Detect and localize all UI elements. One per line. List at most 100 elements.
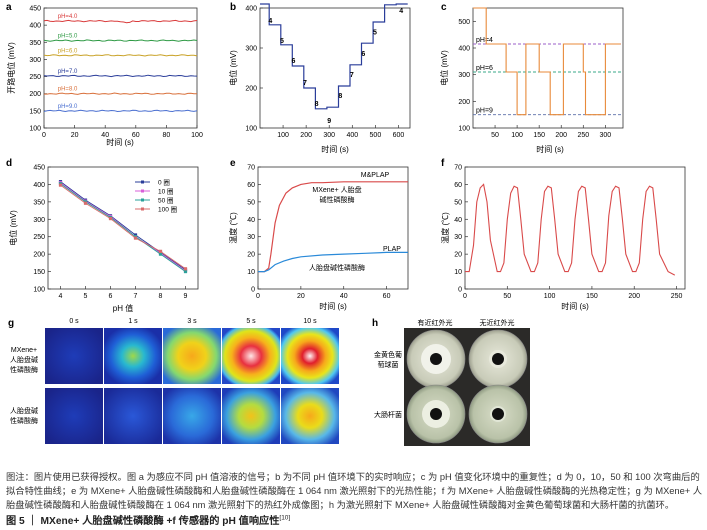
- panel-h-row1-label-1: 金黄色葡: [374, 350, 402, 359]
- legend-marker: [141, 189, 144, 193]
- panel-g-letter: g: [8, 318, 14, 329]
- panel-e-series: [258, 181, 408, 273]
- y-tick-label: 60: [454, 182, 462, 189]
- x-tick-label: 20: [71, 132, 79, 139]
- sample-disk-ec-dark: [492, 408, 504, 420]
- x-tick-label: 50: [503, 293, 511, 300]
- x-tick-label: 0: [42, 132, 46, 139]
- panel-a-ticks: 0 20 40 60 80 100 100 150 200 250 300 350 400 450: [29, 6, 203, 140]
- thermal-image-mx-1s: [104, 328, 162, 384]
- figure-title: 图 5 ｜ MXene+ 人胎盘碱性磷酸酶 +f 传感器的 pH 值响应性[10…: [6, 512, 704, 527]
- panel-e-mplap-label: M&PLAP: [361, 172, 390, 179]
- y-tick-label: 150: [29, 108, 41, 115]
- step-ph-label: 7: [303, 80, 307, 87]
- panel-e-frame: [257, 166, 409, 290]
- panel-b-ylabel: 电位 (mV): [228, 50, 238, 86]
- panel-e-mplap-cn1: MXene+ 人胎盘: [312, 185, 361, 194]
- series-label: pH=8.0: [58, 87, 78, 93]
- panel-h: h 有近红外光 无近红外光 金黄色葡 萄球菌 大肠杆菌: [372, 318, 530, 446]
- fit-line: [60, 181, 186, 271]
- stability-line: [465, 183, 676, 276]
- panel-b-letter: b: [230, 2, 236, 13]
- y-tick-label: 100: [29, 126, 41, 133]
- y-tick-label: 350: [29, 40, 41, 47]
- series-line-pH=6.0: [43, 54, 198, 57]
- temperature-line: [258, 181, 408, 273]
- y-tick-label: 40: [247, 217, 255, 224]
- panel-a-frame: [43, 7, 198, 129]
- data-point: [58, 183, 63, 187]
- x-tick-label: 40: [101, 132, 109, 139]
- x-tick-label: 80: [163, 132, 171, 139]
- x-tick-label: 20: [297, 293, 305, 300]
- reference-label: pH=9: [476, 108, 493, 115]
- panel-b-series: 4 5 6 7 8 9 8 7 6 5 4: [260, 3, 408, 125]
- panel-e-xlabel: 时间 (s): [319, 301, 347, 311]
- panel-a-letter: a: [6, 2, 12, 13]
- y-tick-label: 250: [29, 74, 41, 81]
- panel-h-row2-label: 大肠杆菌: [374, 410, 402, 419]
- panel-g-row2-label-1: 人胎盘碱: [10, 406, 38, 415]
- y-tick-label: 150: [33, 269, 45, 276]
- series-line-pH=9.0: [43, 109, 198, 113]
- x-tick-label: 100: [544, 293, 556, 300]
- y-tick-label: 20: [454, 252, 462, 259]
- y-tick-label: 300: [458, 72, 470, 79]
- legend-marker: [141, 180, 144, 184]
- legend-marker: [141, 207, 144, 211]
- panel-a: a 开路电位 (mV) 时间 (s) 0 20 40 60 80 100 100 150 200…: [6, 2, 203, 147]
- panel-b: b 电位 (mV) 时间 (s) 100 200 300 400 500 600 100 20…: [228, 2, 411, 154]
- y-tick-label: 200: [29, 91, 41, 98]
- panel-g-row1-label-1: MXene+: [11, 347, 37, 354]
- y-tick-label: 300: [33, 217, 45, 224]
- step-ph-label: 6: [292, 58, 296, 65]
- x-tick-label: 60: [132, 132, 140, 139]
- panel-d-xlabel: pH 值: [113, 303, 133, 313]
- reference-label: pH=6: [476, 65, 493, 72]
- step-ph-label: 4: [399, 8, 403, 15]
- y-tick-label: 0: [458, 287, 462, 294]
- y-tick-label: 300: [29, 57, 41, 64]
- thermal-image-plap-0s: [45, 388, 103, 444]
- step-ph-label: 5: [280, 38, 284, 45]
- temperature-line: [258, 251, 408, 273]
- step-ph-label: 7: [350, 72, 354, 79]
- panel-f-ticks: 0 50 100 150 200 250 0 10 20 30 40 50 60 70: [454, 165, 682, 301]
- panel-e: e 温度 (℃) 时间 (s) 0 20 40 60 0 10 20 30 40 50 60 70 M…: [228, 158, 409, 311]
- panel-h-row1-label-2: 萄球菌: [378, 360, 399, 369]
- panel-g-row2-label-2: 性磷酸酶: [10, 416, 38, 425]
- y-tick-label: 100: [245, 126, 257, 133]
- thermal-image-mx-5s: [222, 328, 280, 384]
- step-ph-label: 6: [361, 51, 365, 58]
- step-ph-label: 5: [373, 29, 377, 36]
- panel-f-ylabel: 温度 (℃): [440, 212, 450, 244]
- x-tick-label: 100: [511, 132, 523, 139]
- y-tick-label: 400: [29, 23, 41, 30]
- panel-a-ylabel: 开路电位 (mV): [6, 42, 16, 94]
- panel-f-xlabel: 时间 (s): [561, 301, 589, 311]
- panel-e-ylabel: 温度 (℃): [228, 212, 238, 244]
- fit-line: [60, 184, 186, 270]
- panel-d-frame: [47, 166, 199, 290]
- x-tick-label: 5: [84, 293, 88, 300]
- sample-disk-sa-dark: [492, 353, 504, 365]
- step-ph-label: 8: [315, 101, 319, 108]
- panel-e-plap-label: PLAP: [383, 246, 401, 253]
- x-tick-label: 400: [346, 132, 358, 139]
- x-tick-label: 50: [491, 132, 499, 139]
- series-label: pH=4.0: [58, 14, 78, 20]
- panel-d-ylabel: 电位 (mV): [8, 210, 18, 246]
- thermal-image-plap-10s: [281, 388, 339, 444]
- y-tick-label: 500: [458, 19, 470, 26]
- y-tick-label: 400: [458, 46, 470, 53]
- x-tick-label: 250: [577, 132, 589, 139]
- panel-h-letter: h: [372, 318, 378, 329]
- y-tick-label: 300: [245, 46, 257, 53]
- x-tick-label: 8: [159, 293, 163, 300]
- x-tick-label: 100: [191, 132, 203, 139]
- data-point: [108, 216, 113, 221]
- y-tick-label: 400: [245, 6, 257, 13]
- panel-f-frame: [464, 166, 686, 290]
- y-tick-label: 40: [454, 217, 462, 224]
